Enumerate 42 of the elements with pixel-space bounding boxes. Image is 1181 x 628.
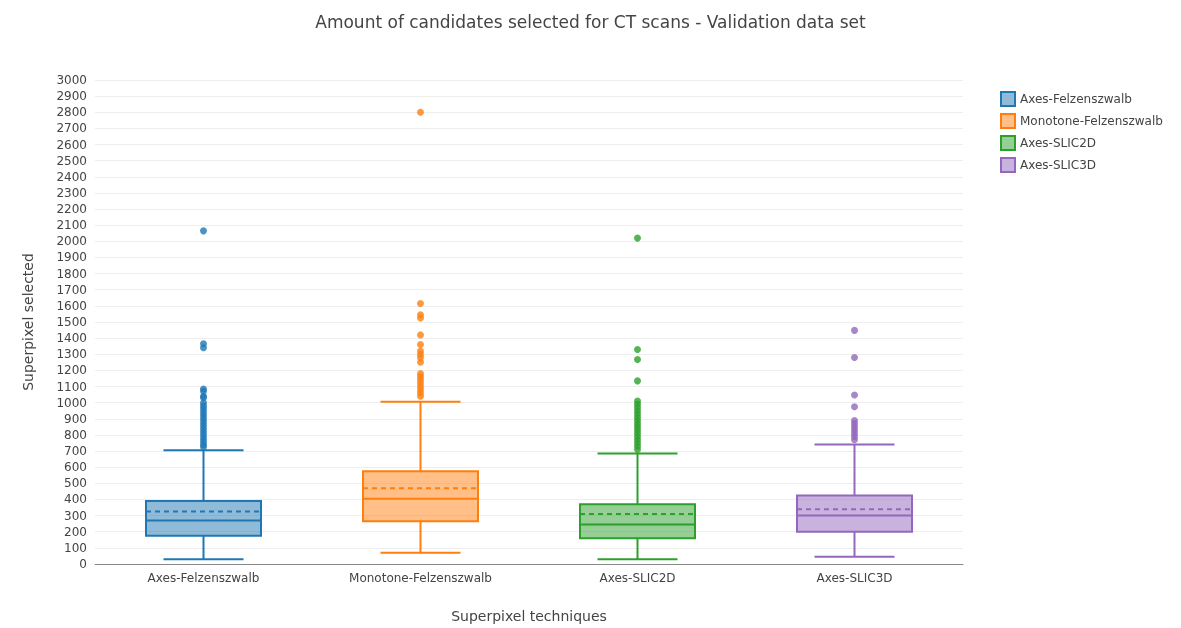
legend-label: Axes-Felzenszwalb [1020,92,1132,106]
chart-title: Amount of candidates selected for CT scans - Validation data set [315,11,867,32]
y-tick-label: 2500 [56,153,87,168]
y-tick-label: 2700 [56,121,87,136]
y-tick-label: 2600 [56,137,87,152]
legend-label: Monotone-Felzenszwalb [1020,114,1163,128]
y-tick-label: 0 [79,557,87,571]
y-tick-label: 3000 [56,73,87,87]
y-tick-label: 2000 [56,234,87,249]
x-tick-label: Monotone-Felzenszwalb [349,571,492,585]
y-tick-label: 100 [64,540,87,555]
y-tick-label: 800 [64,427,87,442]
x-tick-label: Axes-SLIC2D [599,571,676,585]
y-tick-label: 1600 [56,298,87,313]
legend-label: Axes-SLIC3D [1020,158,1097,172]
y-tick-label: 2400 [56,169,87,184]
y-tick-label: 2100 [56,218,87,233]
x-axis-title: Superpixel techniques [451,608,607,624]
y-tick-label: 1900 [56,250,87,265]
y-tick-label: 1200 [56,363,87,378]
y-tick-label: 2900 [56,89,87,104]
y-tick-label: 200 [64,524,87,539]
y-tick-label: 1400 [56,331,87,346]
y-tick-label: 1100 [56,379,87,394]
y-tick-label: 2200 [56,202,87,217]
y-tick-label: 400 [64,492,87,507]
y-tick-label: 500 [64,476,87,491]
y-tick-label: 1300 [56,347,87,362]
y-tick-label: 2800 [56,105,87,120]
y-tick-label: 300 [64,508,87,523]
y-tick-label: 2300 [56,185,87,200]
y-tick-label: 600 [64,460,87,475]
y-tick-label: 900 [64,411,87,426]
y-tick-label: 1000 [56,395,87,410]
y-tick-label: 1500 [56,315,87,329]
x-tick-label: Axes-Felzenszwalb [147,571,260,585]
y-tick-label: 1800 [56,266,87,281]
legend-label: Axes-SLIC2D [1020,136,1097,150]
x-tick-label: Axes-SLIC3D [816,571,893,585]
y-axis-title: Superpixel selected [20,253,36,391]
y-tick-label: 1700 [56,282,87,297]
y-tick-label: 700 [64,444,87,459]
